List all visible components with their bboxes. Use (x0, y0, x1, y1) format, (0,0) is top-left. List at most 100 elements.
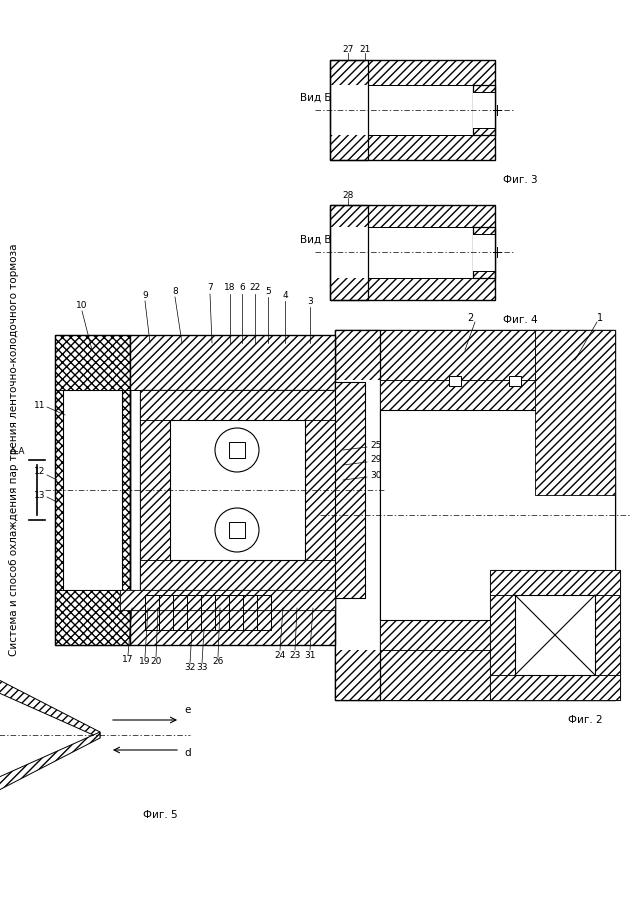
Bar (595, 595, 620, 675)
Bar (473, 227, 495, 278)
Bar (55, 590, 130, 645)
Bar (330, 135, 495, 160)
Bar (130, 335, 335, 645)
Circle shape (215, 428, 259, 472)
Text: 1: 1 (597, 313, 603, 323)
Text: 27: 27 (342, 46, 354, 55)
Bar (140, 420, 170, 560)
Bar (330, 60, 495, 160)
Bar (330, 205, 368, 300)
Text: Фиг. 2: Фиг. 2 (568, 715, 602, 725)
Bar (55, 335, 130, 645)
Text: Фиг. 5: Фиг. 5 (142, 810, 177, 820)
Bar (473, 92, 495, 128)
Bar (330, 85, 368, 135)
Bar (490, 595, 515, 675)
Polygon shape (0, 732, 100, 805)
Text: d: d (184, 748, 191, 758)
Bar (305, 420, 335, 560)
Text: 3: 3 (307, 297, 313, 306)
Bar (130, 335, 335, 390)
Text: 11: 11 (34, 400, 45, 410)
Bar (140, 390, 335, 590)
Text: 26: 26 (212, 657, 224, 666)
Bar (335, 330, 615, 700)
Text: 32: 32 (184, 663, 196, 672)
Text: 31: 31 (304, 651, 315, 660)
Bar (380, 620, 615, 650)
Bar (473, 227, 495, 278)
Text: 9: 9 (142, 290, 148, 299)
Text: 2: 2 (467, 313, 473, 323)
Text: 33: 33 (197, 663, 208, 672)
Bar (330, 60, 495, 85)
Bar (335, 330, 615, 380)
Polygon shape (0, 665, 100, 738)
Text: 22: 22 (249, 283, 261, 292)
Text: 7: 7 (207, 283, 213, 292)
Text: 28: 28 (342, 191, 354, 200)
Text: 20: 20 (150, 657, 162, 666)
Bar (330, 227, 368, 278)
Bar (490, 570, 620, 595)
Text: 21: 21 (359, 46, 371, 55)
Bar (229, 442, 245, 458)
Bar (170, 420, 305, 560)
Bar (63, 390, 122, 590)
Bar (130, 590, 335, 645)
Text: 23: 23 (289, 651, 301, 660)
Bar (330, 278, 495, 300)
Bar (55, 335, 130, 390)
Bar (335, 330, 380, 700)
Text: 6: 6 (239, 283, 245, 292)
Text: Вид В: Вид В (300, 235, 331, 245)
Text: 18: 18 (225, 283, 236, 292)
Text: e: e (185, 705, 191, 715)
Text: 4: 4 (282, 290, 288, 299)
Bar (535, 330, 615, 495)
Text: 19: 19 (139, 657, 151, 666)
Bar (330, 205, 495, 227)
Bar (140, 560, 335, 590)
Text: 24: 24 (274, 651, 286, 660)
Text: 13: 13 (34, 491, 45, 500)
Bar (509, 376, 521, 386)
Text: Фиг. 4: Фиг. 4 (502, 315, 537, 325)
Bar (330, 60, 368, 160)
Bar (63, 390, 122, 590)
Text: Система и способ охлаждения пар трения ленточно-колодочного тормоза: Система и способ охлаждения пар трения л… (9, 244, 19, 656)
Bar (120, 590, 335, 610)
Text: 29: 29 (370, 456, 382, 465)
Bar (490, 570, 620, 700)
Text: 17: 17 (122, 655, 134, 664)
Bar (473, 85, 495, 135)
Bar (120, 590, 335, 610)
Bar (229, 522, 245, 538)
Bar (335, 650, 615, 700)
Text: Вид Б: Вид Б (300, 93, 331, 103)
Bar (515, 595, 595, 675)
Text: 25: 25 (370, 441, 382, 450)
Text: 8: 8 (172, 287, 178, 296)
Bar (380, 380, 615, 410)
Text: 5: 5 (265, 287, 271, 296)
Text: А-А: А-А (10, 448, 25, 457)
Bar (335, 382, 365, 598)
Bar (330, 205, 368, 300)
Bar (55, 335, 130, 645)
Bar (335, 382, 365, 598)
Bar (330, 60, 368, 160)
Bar (490, 675, 620, 700)
Bar (449, 376, 461, 386)
Circle shape (215, 508, 259, 552)
Text: 30: 30 (370, 470, 382, 479)
Bar (140, 390, 335, 420)
Bar (473, 234, 495, 271)
Bar (380, 410, 615, 620)
Text: 12: 12 (34, 467, 45, 476)
Bar (335, 380, 380, 650)
Bar (535, 330, 615, 380)
Bar (330, 205, 495, 300)
Text: 10: 10 (76, 300, 88, 309)
Bar (473, 85, 495, 135)
